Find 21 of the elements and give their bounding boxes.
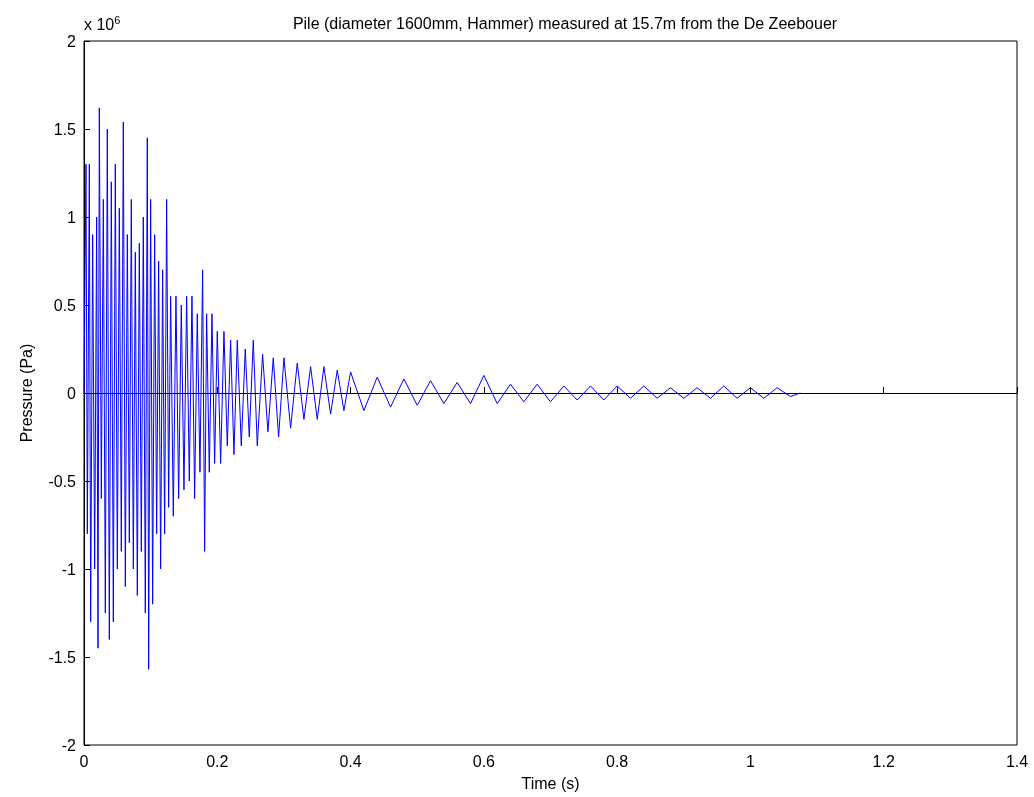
y-tick-label: 1.5 xyxy=(53,120,77,138)
y-tick-label: -2 xyxy=(61,736,77,754)
y-tick-label: -1.5 xyxy=(48,648,77,666)
y-tick-label: 0 xyxy=(67,384,77,402)
x-tick-label: 0.4 xyxy=(339,752,362,770)
x-axis-title: Time (s) xyxy=(521,774,580,792)
y-tick-label: -0.5 xyxy=(48,472,77,490)
chart-title: Pile (diameter 1600mm, Hammer) measured at 15.7m from the De Zeebouer xyxy=(292,14,838,32)
y-axis-title: Pressure (Pa) xyxy=(17,343,35,443)
x-tick-label: 0 xyxy=(79,752,89,770)
y-tick-label: 0.5 xyxy=(53,296,77,314)
x-tick-label: 1.2 xyxy=(872,752,895,770)
line-series xyxy=(83,107,801,670)
x-tick-label: 0.6 xyxy=(472,752,496,770)
x-tick-label: 0.2 xyxy=(206,752,229,770)
y-tick-label: 1 xyxy=(67,208,77,226)
y-tick-label: 2 xyxy=(67,32,77,50)
x-tick-label: 1.4 xyxy=(1005,752,1029,770)
x-tick-label: 0.8 xyxy=(606,752,629,770)
x-tick-label: 1 xyxy=(745,752,755,770)
y-tick-label: -1 xyxy=(61,560,77,578)
